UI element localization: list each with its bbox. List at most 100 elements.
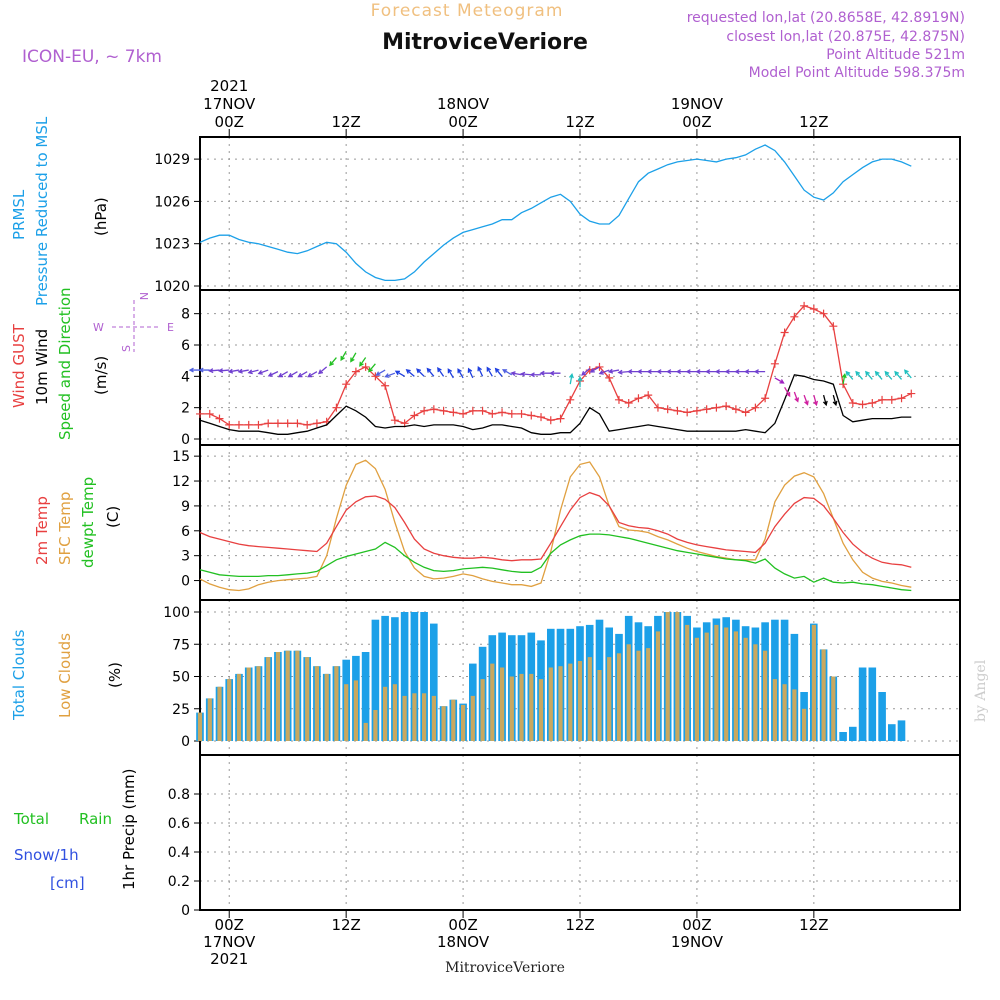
total-cloud-bar: [400, 612, 409, 741]
model-label: ICON-EU, ~ 7km: [22, 47, 162, 67]
wind-arrow: [724, 369, 736, 375]
gust-marker: [254, 420, 263, 429]
gust-marker: [283, 419, 292, 428]
low-cloud-bar: [655, 631, 661, 741]
top-tick-label: 12Z: [331, 113, 360, 131]
low-cloud-bar: [802, 708, 807, 742]
gust-marker: [273, 419, 282, 428]
gust-marker: [381, 381, 390, 390]
legend-rain: Rain: [79, 810, 112, 828]
gust-marker: [741, 408, 750, 417]
wind-arrow: [287, 371, 298, 378]
wind-arrow: [884, 370, 893, 380]
low-cloud-bar: [344, 684, 349, 741]
dewpt-line: [199, 533, 912, 592]
bottom-tick-label: 12Z: [331, 916, 360, 934]
wind-arrow: [426, 367, 435, 377]
top-tick-label: 2021: [210, 77, 248, 95]
low-cloud-bar: [763, 650, 768, 741]
prmsl-label: PRMSL: [10, 189, 28, 240]
bottom-tick-label: 17NOV: [203, 933, 256, 951]
model-altitude: Model Point Altitude 598.375m: [749, 65, 965, 81]
gust-marker: [780, 328, 789, 337]
gust-marker: [410, 411, 419, 420]
y-tick-label: 12: [172, 474, 190, 490]
low-cloud-bar: [324, 673, 329, 741]
low-cloud-bar: [616, 653, 622, 741]
low-cloud-bar: [607, 657, 612, 741]
wind-arrow: [494, 367, 503, 377]
wind-arrow: [510, 371, 522, 377]
y-tick-label: 0.6: [168, 816, 190, 832]
sfc-temp-label: SFC Temp: [56, 492, 74, 565]
wind-arrow: [277, 371, 289, 378]
gust-marker: [897, 394, 906, 403]
pressure-msl-label: Pressure Reduced to MSL: [33, 116, 51, 306]
clouds-panel: Total Clouds Low Clouds (%) by Angel 0 25…: [10, 599, 989, 756]
compass-w: W: [93, 321, 104, 334]
wind-arrow: [589, 366, 600, 373]
low-cloud-bar: [256, 666, 261, 741]
wind-arrow: [695, 369, 707, 375]
gust-marker: [312, 419, 321, 428]
gust-marker: [624, 398, 633, 407]
wind-arrow: [247, 369, 259, 375]
gust-marker: [332, 403, 341, 412]
top-tick-label: 00Z: [448, 113, 477, 131]
gust-marker: [692, 406, 701, 415]
top-tick-label: 17NOV: [203, 95, 256, 113]
t2m-line: [199, 491, 912, 568]
wind-arrow: [267, 371, 279, 377]
low-cloud-bar: [548, 667, 553, 741]
low-cloud-bar: [275, 652, 281, 741]
y-tick-label: 1029: [154, 152, 190, 168]
low-cloud-bar: [636, 650, 641, 741]
y-tick-label: 3: [181, 549, 190, 565]
wind-arrow: [874, 370, 883, 380]
low-cloud-bar: [792, 689, 797, 741]
gust-marker: [244, 420, 253, 429]
gust-marker: [468, 406, 477, 415]
pressure-line: [199, 144, 912, 282]
top-tick-label: 12Z: [799, 113, 828, 131]
y-tick-label: 0: [181, 903, 190, 919]
wind-arrow: [549, 370, 561, 376]
wind-arrow: [237, 368, 249, 374]
legend-total: Total: [13, 810, 49, 828]
wind-arrow: [845, 370, 854, 380]
gust-marker: [653, 403, 662, 412]
gust-marker: [858, 400, 867, 409]
y-tick-label: 8: [181, 307, 190, 323]
wind-arrow: [416, 368, 425, 377]
wind-speed-line: [199, 374, 912, 435]
total-cloud-bar: [361, 652, 370, 741]
compass-legend: W E N S: [93, 292, 174, 352]
wind-arrow: [855, 370, 864, 380]
compass-s: S: [120, 345, 133, 352]
low-cloud-bar: [577, 661, 583, 741]
wind-panel: Wind GUST 10m Wind Speed and Direction (…: [10, 287, 961, 448]
low-cloud-bar: [392, 684, 397, 741]
gust-marker: [517, 409, 526, 418]
gust-marker: [439, 406, 448, 415]
low-cloud-bar: [363, 722, 368, 741]
low-cloud-bar: [236, 673, 242, 741]
gust-marker: [498, 408, 507, 417]
wind-arrow: [568, 372, 574, 385]
low-cloud-bar: [597, 670, 602, 741]
wind-arrow: [317, 366, 328, 375]
bottom-tick-label: 19NOV: [671, 933, 724, 951]
gust-marker: [390, 416, 399, 425]
low-cloud-bar: [782, 684, 787, 741]
gust-marker: [566, 395, 575, 404]
low-cloud-bar: [694, 637, 699, 741]
low-cloud-bar: [665, 612, 670, 741]
pressure-panel: PRMSL Pressure Reduced to MSL (hPa) 1020…: [10, 116, 961, 306]
gust-marker: [196, 409, 204, 418]
wind-arrow: [375, 369, 386, 376]
gust-marker: [770, 359, 779, 368]
y-tick-label: 0: [181, 574, 190, 590]
low-cloud-bar: [568, 663, 573, 741]
